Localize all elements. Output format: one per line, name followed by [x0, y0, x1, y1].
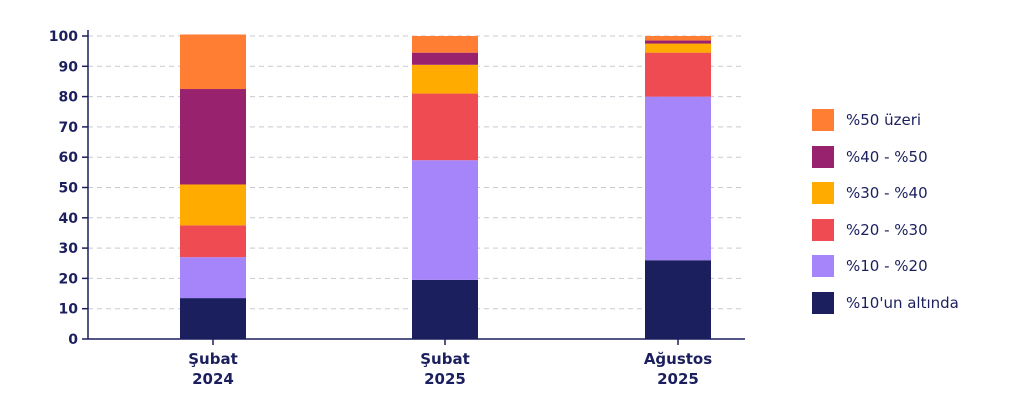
- x-tick-label-line: Şubat: [188, 350, 238, 368]
- y-tick-label: 40: [59, 211, 79, 227]
- x-tick-label-line: Ağustos: [644, 350, 712, 368]
- legend-item: %50 üzeri: [812, 108, 959, 132]
- legend-swatch: [812, 109, 834, 131]
- legend-label: %50 üzeri: [846, 111, 922, 129]
- y-tick-label: 60: [59, 150, 79, 166]
- y-tick-label: 50: [59, 181, 79, 197]
- bar-segment: [180, 225, 246, 258]
- legend-label: %10 - %20: [846, 257, 928, 275]
- bar-segment: [412, 52, 478, 65]
- legend-label: %30 - %40: [846, 184, 928, 202]
- x-tick-label: Şubat 2024: [188, 350, 238, 388]
- legend-item: %30 - %40: [812, 181, 959, 205]
- legend-swatch: [812, 218, 834, 241]
- bar-segment: [412, 279, 478, 339]
- y-tick-label: 0: [68, 332, 78, 348]
- legend: %50 üzeri %40 - %50 %30 - %40 %20 - %30 %10 …: [812, 108, 959, 327]
- bar-segment: [645, 52, 711, 97]
- legend-label: %20 - %30: [846, 220, 928, 239]
- y-tick-label: 100: [49, 29, 78, 45]
- legend-swatch: [812, 255, 834, 277]
- bar-segment: [412, 64, 478, 94]
- x-axis: Şubat 2024 Şubat 2025 Ağustos 2025: [88, 338, 745, 388]
- bar-segment: [180, 89, 246, 185]
- bar-segment: [180, 257, 246, 299]
- y-tick-label: 10: [59, 302, 79, 318]
- bar-segment: [645, 36, 711, 41]
- x-tick-label: Ağustos 2025: [644, 350, 712, 388]
- bar-segment: [412, 93, 478, 161]
- bar-segment: [645, 40, 711, 44]
- legend-item: %20 - %30: [812, 218, 959, 242]
- bar-segment: [412, 36, 478, 53]
- legend-swatch: [812, 182, 834, 204]
- legend-swatch: [812, 145, 834, 168]
- y-tick-label: 70: [59, 120, 79, 136]
- bars: [180, 34, 711, 339]
- bar-segment: [180, 34, 246, 90]
- legend-item: %10'un altında: [812, 291, 959, 315]
- x-tick-label-line: 2024: [192, 370, 234, 388]
- bar-segment: [412, 160, 478, 280]
- y-tick-label: 30: [59, 241, 79, 257]
- legend-item: %10 - %20: [812, 254, 959, 278]
- x-tick-label-line: 2025: [657, 370, 699, 388]
- x-tick-label-line: Şubat: [420, 350, 470, 368]
- y-tick-label: 80: [59, 90, 79, 106]
- y-tick-label: 20: [59, 271, 79, 287]
- legend-label: %10'un altında: [846, 293, 959, 312]
- legend-swatch: [812, 291, 834, 314]
- legend-label: %40 - %50: [846, 147, 928, 166]
- x-tick-label: Şubat 2025: [420, 350, 470, 388]
- bar-segment: [180, 184, 246, 226]
- y-tick-label: 90: [59, 59, 79, 75]
- bar-segment: [180, 298, 246, 339]
- x-tick-label-line: 2025: [424, 370, 466, 388]
- legend-item: %40 - %50: [812, 145, 959, 169]
- bar-segment: [645, 43, 711, 53]
- bar-segment: [645, 96, 711, 261]
- y-axis: 0 10 20 30 40 50 60 70 80 90 100: [49, 29, 89, 348]
- bar-segment: [645, 260, 711, 339]
